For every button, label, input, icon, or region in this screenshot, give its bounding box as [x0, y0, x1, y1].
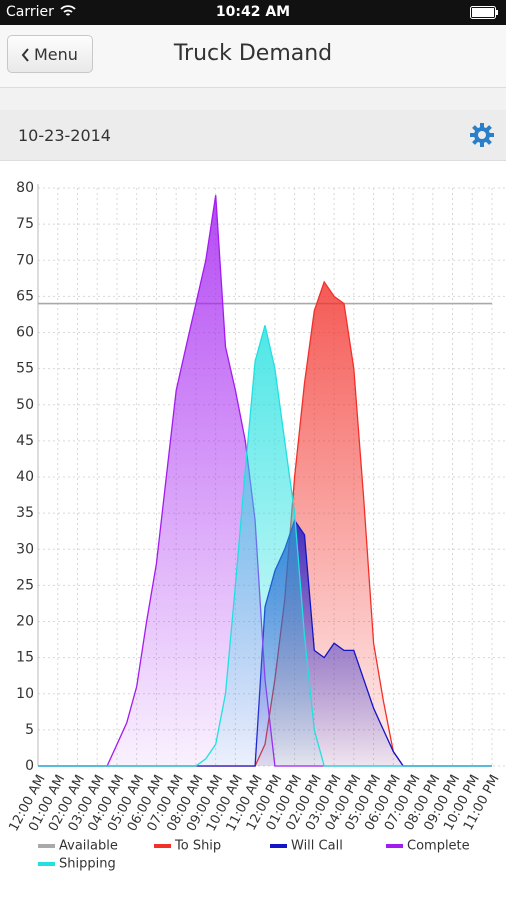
y-tick-label: 5 — [25, 722, 34, 738]
y-tick-label: 35 — [16, 505, 34, 521]
date: 10-23-2014 — [18, 126, 111, 145]
area — [38, 325, 492, 767]
legend-swatch — [386, 844, 403, 848]
legend-label: Will Call — [291, 839, 343, 854]
y-tick-label: 50 — [16, 397, 34, 413]
date-bar: 10-23-2014 — [0, 110, 506, 161]
y-tick-label: 0 — [25, 758, 34, 774]
chevron — [21, 48, 29, 62]
y-tick-label: 70 — [16, 252, 34, 268]
y-tick-label: 15 — [16, 650, 34, 666]
settings-icon[interactable] — [470, 123, 494, 147]
y-tick-label: 10 — [16, 686, 34, 702]
y-tick-label: 55 — [16, 361, 34, 377]
legend-swatch — [38, 862, 55, 866]
wifi-icon — [60, 5, 76, 16]
legend-label: Available — [59, 839, 118, 854]
carrier: Carrier — [6, 4, 54, 20]
y-tick-label: 25 — [16, 577, 34, 593]
y-tick-label: 40 — [16, 469, 34, 485]
legend-swatch — [270, 844, 287, 848]
y-tick-label: 30 — [16, 541, 34, 557]
legend-swatch — [38, 844, 55, 848]
y-tick-label: 75 — [16, 216, 34, 232]
screen-title: Truck Demand — [173, 41, 333, 66]
legend-label: Shipping — [59, 857, 116, 872]
clock: 10:42 AM — [215, 4, 291, 20]
spacer — [0, 88, 506, 110]
menu-label[interactable]: Menu — [34, 45, 78, 64]
y-tick-label: 60 — [16, 325, 34, 341]
menu-button[interactable]: Menu — [7, 35, 93, 73]
y-tick-label: 80 — [16, 180, 34, 196]
y-tick-label: 45 — [16, 433, 34, 449]
y-tick-label: 65 — [16, 288, 34, 304]
nav-bar: Menu Truck Demand — [0, 25, 506, 88]
legend-label: Complete — [407, 839, 470, 854]
legend-label: To Ship — [174, 839, 221, 854]
y-tick-label: 20 — [16, 614, 34, 630]
battery-icon — [470, 6, 498, 19]
legend-swatch — [154, 844, 171, 848]
status-bar: Carrier 10:42 AM — [0, 0, 506, 25]
